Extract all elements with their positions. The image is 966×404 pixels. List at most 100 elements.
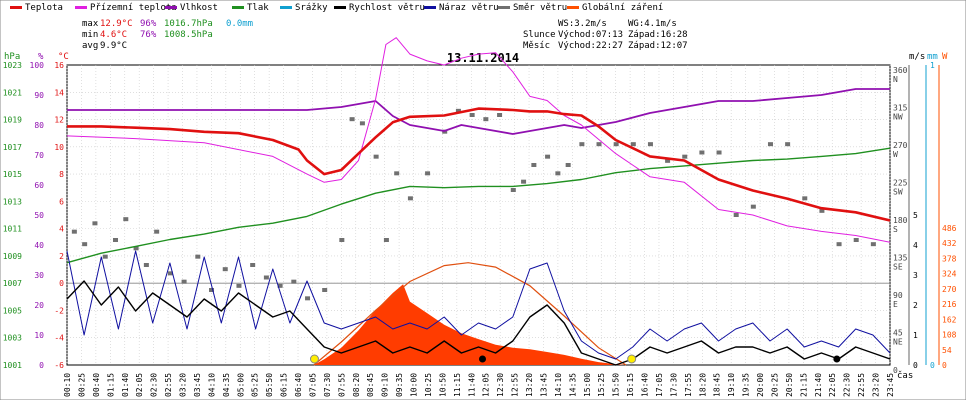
legend-label: Směr větru [513, 3, 567, 13]
humidity-tick: 30 [34, 271, 44, 280]
pressure-tick: 1007 [3, 279, 22, 288]
wind-speed-tick: 4 [913, 241, 918, 250]
time-tick-label: 00:25 [77, 373, 86, 397]
rain-unit: mm [927, 52, 938, 62]
series-temperature [67, 107, 891, 222]
radiation-tick: 0 [942, 361, 947, 370]
direction-label: NW [893, 113, 903, 122]
direction-label: E [893, 300, 898, 309]
pressure-unit: hPa [4, 52, 20, 62]
wind-speed-tick: 1 [913, 331, 918, 340]
wind-direction-point [133, 246, 139, 251]
pressure-tick: 1011 [3, 225, 22, 234]
pressure-tick: 1001 [3, 361, 22, 370]
direction-label: N [893, 75, 898, 84]
axes: 1023102110191017101510131011100910071005… [3, 61, 957, 375]
series-wind-gust [66, 250, 891, 360]
wind-direction-point [613, 142, 619, 147]
wind-direction-point [802, 196, 808, 201]
pressure-tick: 1019 [3, 116, 22, 125]
temperature-tick: 16 [54, 61, 64, 70]
humidity-unit: % [38, 52, 44, 62]
wind-direction-point [339, 238, 345, 242]
time-tick-label: 20:50 [785, 373, 794, 397]
wind-direction-point [699, 150, 705, 155]
wind-direction-point [222, 267, 228, 272]
moon-set: Západ:12:07 [628, 41, 688, 51]
humidity-tick: 80 [34, 121, 44, 130]
rain-tick: 1 [930, 61, 935, 70]
wind-direction-point [291, 279, 297, 284]
pressure-tick: 1013 [3, 197, 22, 206]
wind-direction-point [322, 288, 328, 292]
wind-speed-unit: m/s [909, 52, 925, 62]
wind-direction-point [349, 117, 355, 122]
time-tick-label: 02:30 [150, 373, 159, 397]
time-tick-label: 12:30 [496, 373, 505, 397]
time-tick-label: 07:05 [308, 373, 317, 397]
wind-direction-point [819, 208, 825, 213]
stat-min-temp: 4.6°C [100, 30, 127, 40]
time-tick-label: 00:10 [63, 373, 72, 397]
chart-title: 13.11.2014 [447, 51, 519, 65]
pressure-tick: 1017 [3, 143, 22, 152]
wind-direction-point [545, 154, 551, 159]
direction-tick: 45 [893, 329, 903, 338]
radiation-tick: 324 [942, 270, 957, 279]
wind-direction-point [383, 238, 389, 242]
temperature-tick: -4 [54, 334, 64, 343]
time-tick-label: 05:50 [265, 373, 274, 397]
time-tick-label: 02:55 [164, 373, 173, 397]
time-tick-label: 03:45 [193, 373, 202, 397]
time-tick-label: 04:35 [222, 373, 231, 397]
direction-tick: 135 [893, 254, 908, 263]
time-tick-label: 20:00 [756, 373, 765, 397]
humidity-tick: 50 [34, 211, 44, 220]
wind-direction-point [92, 221, 98, 226]
wind-direction-point [579, 142, 585, 147]
wind-direction-point [630, 142, 636, 147]
wind-direction-point [154, 229, 160, 234]
stat-avg-temp: 9.9°C [100, 41, 127, 51]
wind-direction-point [102, 254, 108, 259]
temperature-tick: 14 [54, 88, 64, 97]
direction-tick: 0 [893, 366, 898, 375]
wind-direction-point [394, 171, 400, 176]
time-tick-label: 09:10 [381, 373, 390, 397]
wind-direction-point [209, 288, 215, 292]
time-tick-label: 07:30 [323, 373, 332, 397]
time-tick-label: 04:10 [207, 373, 216, 397]
time-tick-label: 22:05 [828, 373, 837, 397]
moonset-marker [479, 355, 487, 363]
rain-tick: 0 [930, 361, 935, 370]
legend-swatch [424, 6, 436, 9]
wind-direction-point [305, 296, 311, 301]
stat-max-temp: 12.9°C [100, 19, 133, 29]
time-tick-label: 02:05 [135, 373, 144, 397]
time-tick-label: 12:05 [482, 373, 491, 397]
legend-label: Přízemní teplota [90, 3, 177, 13]
time-tick-label: 08:45 [366, 373, 375, 397]
time-tick-label: 13:45 [539, 373, 548, 397]
wind-speed-tick: 0 [913, 361, 918, 370]
time-tick-label: 14:10 [554, 373, 563, 397]
time-tick-label: 21:40 [814, 373, 823, 397]
stat-min-label: min [82, 30, 98, 40]
humidity-tick: 20 [34, 301, 44, 310]
time-tick-label: 00:40 [92, 373, 101, 397]
wind-direction-point [181, 279, 187, 284]
humidity-tick: 40 [34, 241, 44, 250]
direction-label: SW [893, 188, 903, 197]
wind-speed-tick: 2 [913, 301, 918, 310]
time-tick-label: 16:40 [641, 373, 650, 397]
radiation-tick: 432 [942, 239, 957, 248]
legend-swatch [232, 6, 244, 9]
time-tick-label: 07:55 [337, 373, 346, 397]
time-tick-label: 01:15 [106, 373, 115, 397]
legend-label: Náraz větru [439, 3, 499, 13]
pressure-tick: 1009 [3, 252, 22, 261]
stat-min-hum: 76% [140, 30, 157, 40]
time-tick-label: 17:55 [684, 373, 693, 397]
time-tick-label: 05:00 [236, 373, 245, 397]
